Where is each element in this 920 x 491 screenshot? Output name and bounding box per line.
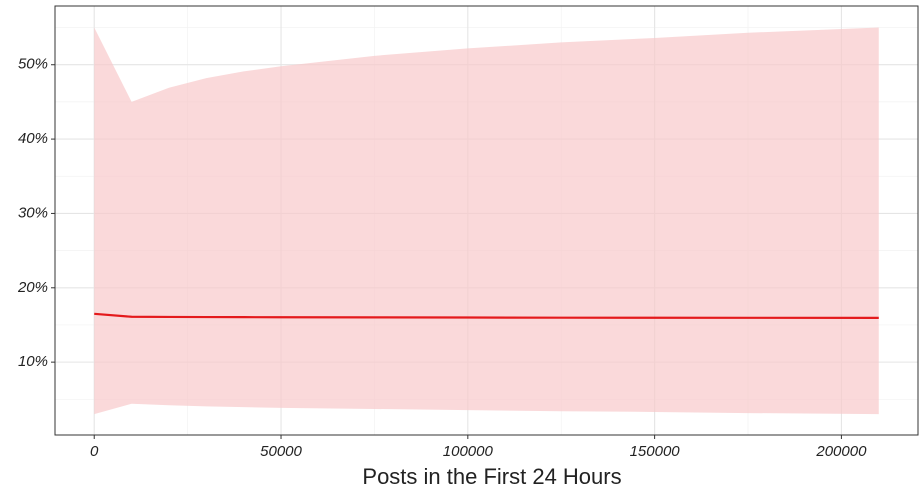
- y-tick-label: 10%: [18, 353, 48, 370]
- x-tick-label: 100000: [443, 443, 494, 460]
- y-tick-label: 40%: [18, 130, 48, 147]
- y-tick-label: 30%: [18, 204, 48, 221]
- line: [94, 312, 879, 319]
- x-tick-label: 150000: [630, 443, 681, 460]
- y-tick-label: 20%: [17, 279, 48, 296]
- y-tick-label: 50%: [18, 56, 48, 73]
- x-tick-label: 0: [90, 443, 99, 460]
- x-axis-label: Posts in the First 24 Hours: [362, 464, 621, 489]
- confidence-band: [94, 27, 879, 415]
- x-tick-label: 50000: [260, 443, 302, 460]
- x-tick-label: 200000: [815, 443, 867, 460]
- panel-border: [54, 5, 919, 436]
